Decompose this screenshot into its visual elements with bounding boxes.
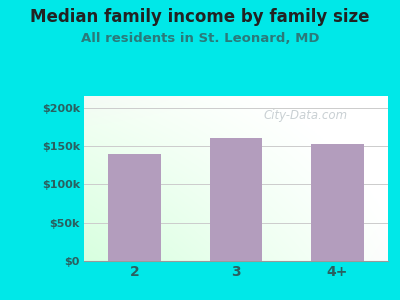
Text: Median family income by family size: Median family income by family size [30,8,370,26]
Text: All residents in St. Leonard, MD: All residents in St. Leonard, MD [81,32,319,44]
Text: City-Data.com: City-Data.com [264,109,348,122]
Bar [108,154,161,261]
Bar [210,138,262,261]
Bar [311,144,364,261]
